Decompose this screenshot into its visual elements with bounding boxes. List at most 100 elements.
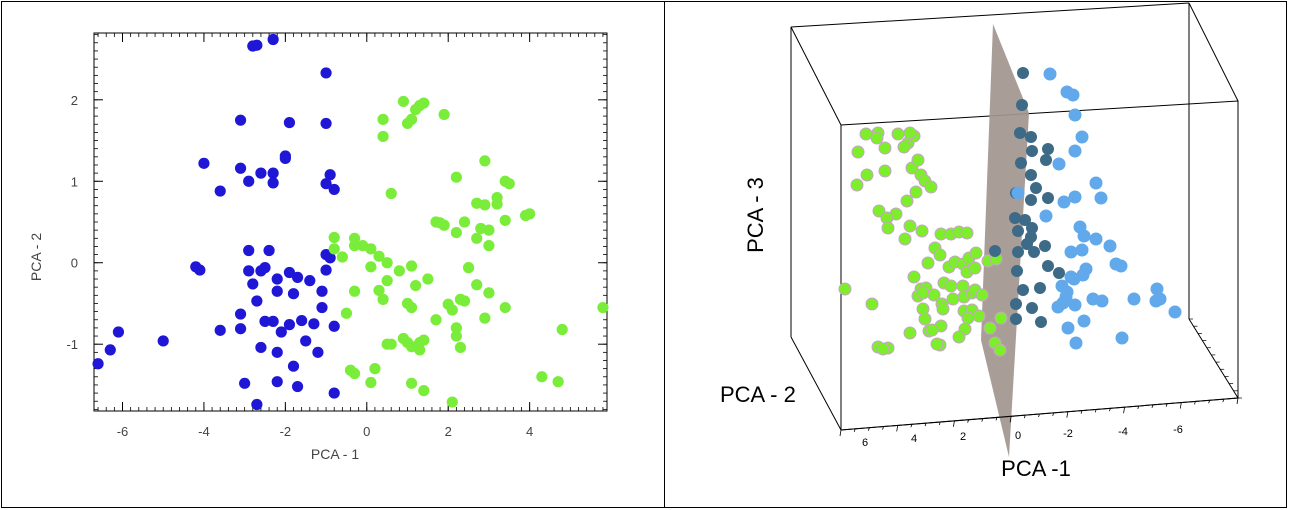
data-point (324, 169, 336, 181)
data-point (924, 180, 938, 194)
data-point (907, 270, 921, 284)
data-point (348, 285, 361, 297)
data-point (320, 67, 332, 79)
data-point (328, 183, 340, 196)
data-point (410, 103, 422, 116)
data-point (471, 232, 483, 244)
data-point (336, 251, 348, 263)
data-point (479, 312, 491, 324)
data-point (348, 367, 361, 380)
data-point (1068, 144, 1082, 158)
data-point (1127, 292, 1141, 306)
data-point (1115, 331, 1129, 345)
data-point (499, 214, 511, 226)
x-tick (1066, 411, 1069, 418)
data-point (418, 385, 430, 397)
data-point (850, 178, 864, 192)
data-point (214, 185, 226, 197)
x-tick (1179, 402, 1182, 409)
data-point (927, 288, 941, 302)
data-point (1028, 246, 1040, 258)
data-point (1026, 302, 1038, 314)
data-point (267, 33, 279, 46)
x-tick (967, 419, 969, 423)
data-point (234, 323, 247, 335)
data-point (401, 117, 414, 130)
data-point (243, 175, 255, 187)
data-point (1095, 294, 1109, 308)
x-tick-label: 4 (526, 424, 533, 439)
data-point (961, 311, 975, 325)
separating-plane (981, 24, 1029, 457)
data-point (503, 178, 515, 190)
data-point (1019, 214, 1031, 226)
data-point (255, 341, 267, 354)
data-point (243, 265, 255, 277)
data-point (1025, 169, 1037, 181)
y-tick-label: 0 (71, 256, 78, 271)
x-tick-label: 4 (911, 433, 917, 445)
data-point (243, 244, 255, 257)
data-point (157, 335, 169, 347)
data-point (328, 243, 340, 255)
x-tick (1052, 412, 1055, 416)
data-point (320, 117, 332, 130)
data-point (969, 246, 983, 260)
data-point (933, 248, 947, 262)
data-point (936, 302, 950, 316)
data-point (234, 308, 247, 320)
y-tick-label: 2 (71, 93, 78, 108)
data-points (838, 67, 1182, 357)
data-point (1015, 157, 1027, 169)
data-point (1039, 240, 1051, 252)
x-tick (867, 427, 870, 431)
data-point (283, 266, 296, 279)
data-point (1030, 182, 1042, 194)
data-point (556, 323, 568, 336)
data-point (1168, 305, 1182, 319)
data-point (876, 342, 890, 356)
data-point (283, 117, 296, 129)
data-point (377, 130, 389, 143)
data-point (878, 141, 892, 155)
data-point (458, 216, 471, 228)
data-point (1042, 192, 1054, 204)
data-point (1016, 99, 1028, 111)
data-point (1017, 284, 1029, 296)
data-point (287, 360, 300, 372)
data-point (916, 286, 930, 300)
data-point (296, 314, 308, 327)
data-point (1103, 239, 1117, 253)
data-point (1060, 85, 1074, 99)
data-point (891, 127, 905, 141)
x-tick-label: -4 (1118, 426, 1128, 438)
pca-2d-scatter-chart: -6 -4 -2 0 2 4 -1 0 1 2 PCA - 1 PCA - 2 (28, 32, 609, 462)
data-point (900, 194, 914, 208)
data-point (234, 162, 247, 174)
data-point (446, 304, 458, 316)
data-point (271, 273, 283, 285)
y-axis-label: PCA - 3 (743, 177, 768, 253)
data-point (1089, 232, 1103, 246)
data-point (316, 285, 328, 297)
data-point (1009, 212, 1021, 224)
data-point (1012, 246, 1024, 258)
data-point (385, 187, 397, 200)
data-point (983, 321, 997, 335)
data-point (320, 264, 332, 276)
y-tick-label: 1 (71, 174, 78, 189)
data-point (405, 301, 418, 314)
data-point (271, 285, 283, 297)
data-point (1010, 313, 1022, 325)
data-point (1026, 222, 1038, 234)
data-point (316, 301, 328, 314)
x-tick-label: 6 (862, 437, 868, 449)
data-point (104, 344, 116, 356)
data-point (1068, 108, 1082, 122)
data-point (247, 40, 259, 52)
data-point (308, 318, 320, 330)
data-point (1061, 321, 1075, 335)
data-point (483, 224, 495, 236)
x-tick-label: 2 (445, 424, 452, 439)
data-point (483, 287, 495, 299)
